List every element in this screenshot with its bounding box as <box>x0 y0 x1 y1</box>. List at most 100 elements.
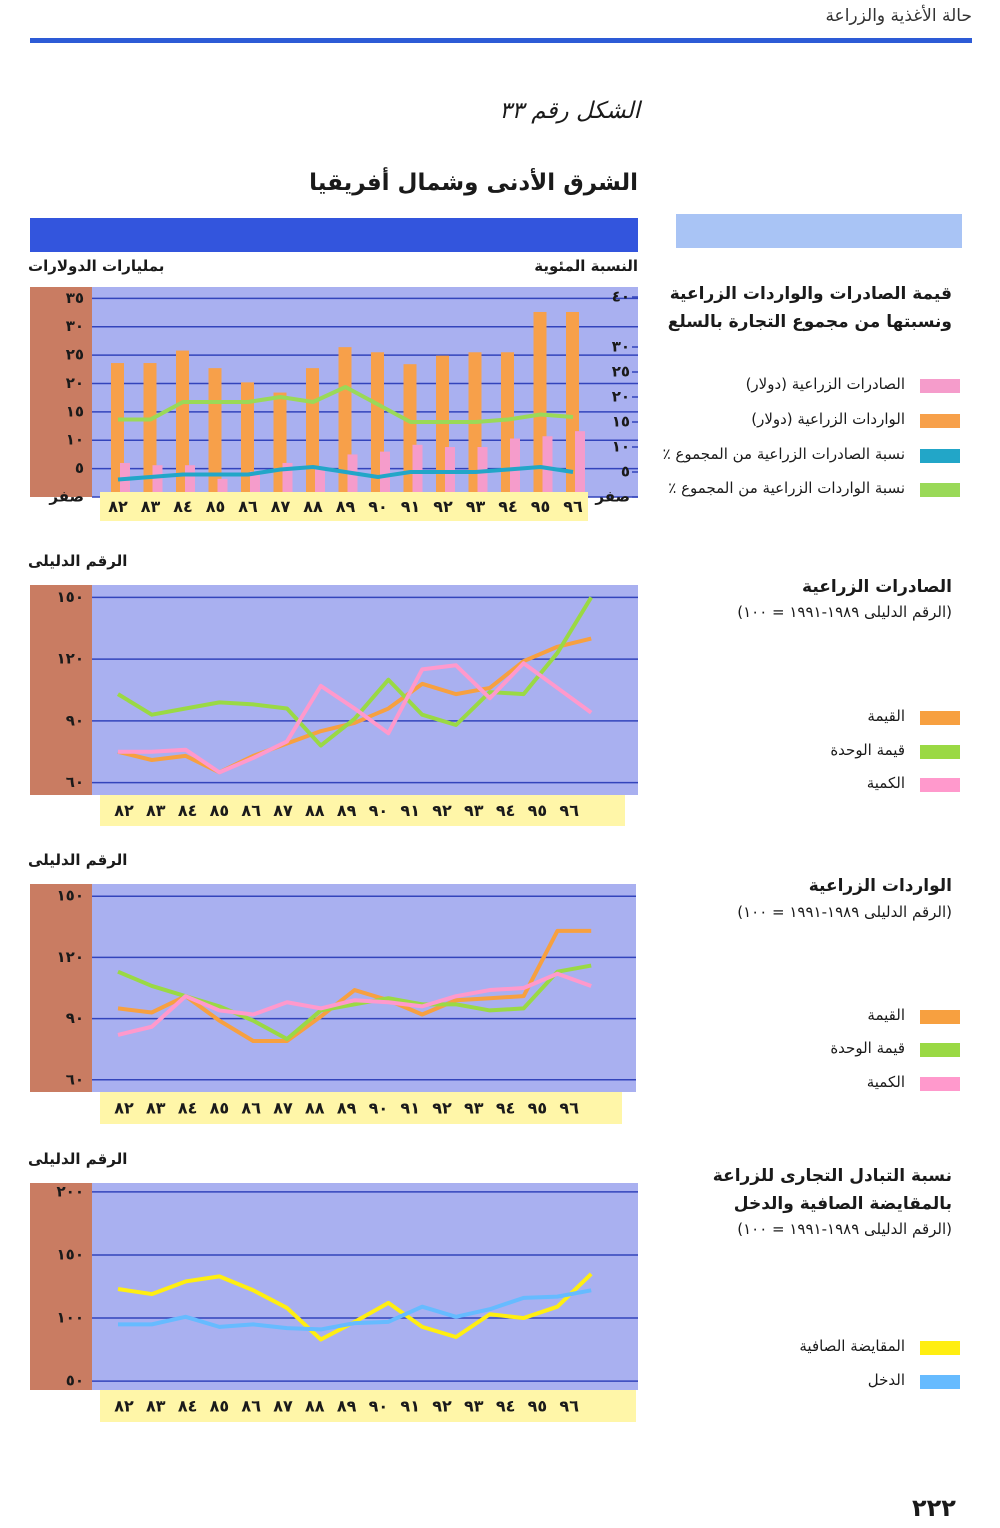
x-tick-label: ٨٧ <box>271 497 291 516</box>
x-tick-label: ٩٤ <box>498 497 518 516</box>
x-tick-label: ٩١ <box>400 801 420 820</box>
bar <box>176 350 189 497</box>
y-tick-label: ٢٥ <box>66 346 84 364</box>
chart-title: قيمة الصادرات والواردات الزراعية ونسبتها… <box>667 284 952 332</box>
x-tick-label: ٨٤ <box>178 801 198 820</box>
bar <box>241 382 254 497</box>
y2-tick-label: ٢٥ <box>612 363 630 381</box>
x-tick-label: ٨٢ <box>114 801 134 820</box>
y2-tick-label: ١٥ <box>612 413 630 431</box>
chart-subtitle: (الرقم الدليلى ١٩٨٩-١٩٩١ = ١٠٠) <box>737 1220 952 1238</box>
legend-swatch <box>920 1077 960 1091</box>
y-axis-label: الرقم الدليلى <box>28 851 128 869</box>
x-tick-label: ٨٥ <box>210 1099 230 1118</box>
legend-label: القيمة <box>867 707 905 725</box>
data-line <box>116 596 593 748</box>
legend-label: نسبة الصادرات الزراعية من المجموع ٪ <box>662 445 905 463</box>
x-tick-label: ٩٠ <box>368 497 388 516</box>
legend-swatch <box>920 1043 960 1057</box>
y-tick-label: ١٠٠ <box>57 1309 84 1327</box>
x-tick-label: ٨٦ <box>241 1099 261 1118</box>
x-tick-label: ٨٨ <box>305 1397 325 1416</box>
x-tick-label: ٨٧ <box>273 1397 293 1416</box>
y-tick-label: ٦٠ <box>66 1070 84 1088</box>
x-tick-label: ٨٩ <box>336 497 356 516</box>
x-tick-label: ٨٢ <box>108 497 128 516</box>
x-tick-label: ٨٥ <box>206 497 226 516</box>
x-tick-label: ٩٤ <box>496 1397 516 1416</box>
chart-banner <box>30 218 638 252</box>
x-tick-label: ٩٥ <box>528 1099 548 1118</box>
x-tick-label: ٩٤ <box>496 1099 516 1118</box>
x-tick-label: ٩٣ <box>466 497 486 516</box>
x-tick-label: ٩٦ <box>559 1397 579 1416</box>
legend-swatch <box>920 711 960 725</box>
x-tick-label: ٩٦ <box>559 801 579 820</box>
chart-subtitle: (الرقم الدليلى ١٩٨٩-١٩٩١ = ١٠٠) <box>737 903 952 921</box>
category-strip <box>100 492 588 521</box>
legend-swatch <box>920 1341 960 1355</box>
x-tick-label: ٩٠ <box>369 1099 389 1118</box>
legend-swatch <box>920 449 960 463</box>
x-tick-label: ٩٣ <box>464 1397 484 1416</box>
legend-label: الصادرات الزراعية (دولار) <box>745 375 905 393</box>
y-tick-label: ٢٠ <box>66 374 84 392</box>
plot-background <box>30 884 636 1092</box>
x-tick-label: ٨٨ <box>303 497 323 516</box>
legend-swatch <box>920 778 960 792</box>
axis-band <box>30 1183 92 1390</box>
page-number: ٢٢٢ <box>912 1494 956 1522</box>
chart-title: الواردات الزراعية <box>808 876 952 896</box>
bar <box>250 471 260 497</box>
axis-band <box>30 585 92 795</box>
data-line <box>118 385 574 424</box>
y-tick-label: ٩٠ <box>66 711 84 729</box>
legend-label: الواردات الزراعية (دولار) <box>751 410 905 428</box>
bar <box>185 465 195 497</box>
y-tick-label: ١٥٠ <box>57 887 84 905</box>
chart-title: نسبة التبادل التجارى للزراعة بالمقايضة ا… <box>712 1166 952 1214</box>
chart-title: الصادرات الزراعية <box>802 577 952 597</box>
legend-label: قيمة الوحدة <box>830 1039 905 1057</box>
bar <box>575 431 585 497</box>
legend-label: نسبة الواردات الزراعية من المجموع ٪ <box>668 479 905 497</box>
x-tick-label: ٨٤ <box>178 1397 198 1416</box>
bar <box>315 468 325 497</box>
x-tick-label: ٩٥ <box>531 497 551 516</box>
x-tick-label: ٩٢ <box>432 1099 452 1118</box>
plot-background <box>30 585 638 795</box>
x-tick-label: ٨٢ <box>114 1397 134 1416</box>
y-axis-label: الرقم الدليلى <box>28 1150 128 1168</box>
legend-label: الدخل <box>867 1371 905 1389</box>
x-tick-label: ٩٦ <box>563 497 583 516</box>
category-strip <box>100 795 625 826</box>
x-tick-label: ٨٩ <box>337 1099 357 1118</box>
legend-swatch <box>920 414 960 428</box>
legend-label: القيمة <box>867 1006 905 1024</box>
x-tick-label: ٨٧ <box>273 801 293 820</box>
x-tick-label: ٨٤ <box>178 1099 198 1118</box>
data-line <box>118 1288 592 1332</box>
y-tick-label: ١٥ <box>66 402 84 420</box>
x-tick-label: ٨٦ <box>241 1397 261 1416</box>
data-line <box>118 661 593 775</box>
x-tick-label: ٩٥ <box>528 1397 548 1416</box>
y-tick-label: ٣٠ <box>66 317 84 335</box>
x-tick-label: ٨٨ <box>305 801 325 820</box>
chart-subtitle: (الرقم الدليلى ١٩٨٩-١٩٩١ = ١٠٠) <box>737 603 952 621</box>
bar <box>143 363 157 497</box>
region-title: الشرق الأدنى وشمال أفريقيا <box>309 170 638 196</box>
x-tick-label: ٨٣ <box>146 1397 166 1416</box>
y2-tick-label: ٣٠ <box>612 338 630 356</box>
x-tick-label: ٨٣ <box>146 801 166 820</box>
x-tick-label: ٨٣ <box>141 497 161 516</box>
figure-label: الشكل رقم ٣٣ <box>499 98 640 124</box>
x-tick-label: ٩٢ <box>433 497 453 516</box>
legend-swatch <box>920 483 960 497</box>
x-tick-label: ٨٩ <box>337 1397 357 1416</box>
y2-tick-label: ٢٠ <box>612 388 630 406</box>
y-tick-label: ٢٠٠ <box>57 1182 84 1200</box>
y2-tick-label: ١٠ <box>612 438 630 456</box>
x-tick-label: ٨٦ <box>241 801 261 820</box>
